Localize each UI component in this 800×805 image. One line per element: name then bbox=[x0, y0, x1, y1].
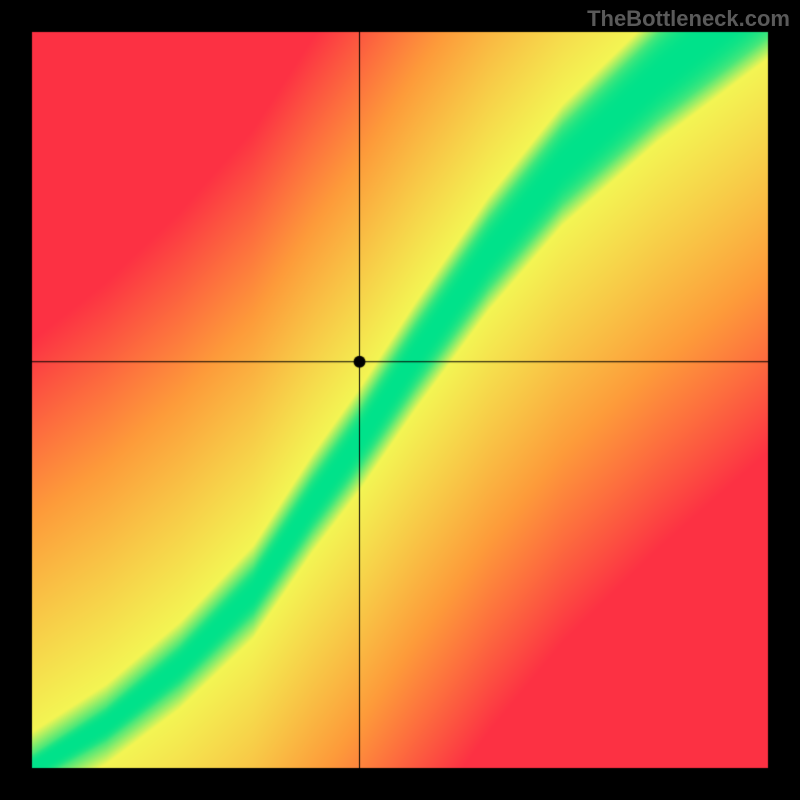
chart-container: TheBottleneck.com bbox=[0, 0, 800, 800]
watermark-text: TheBottleneck.com bbox=[587, 6, 790, 32]
bottleneck-heatmap bbox=[0, 0, 800, 800]
